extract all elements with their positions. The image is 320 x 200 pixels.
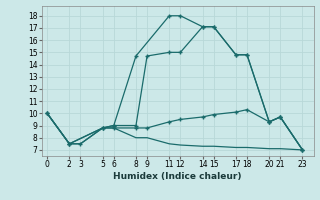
X-axis label: Humidex (Indice chaleur): Humidex (Indice chaleur) xyxy=(113,172,242,181)
